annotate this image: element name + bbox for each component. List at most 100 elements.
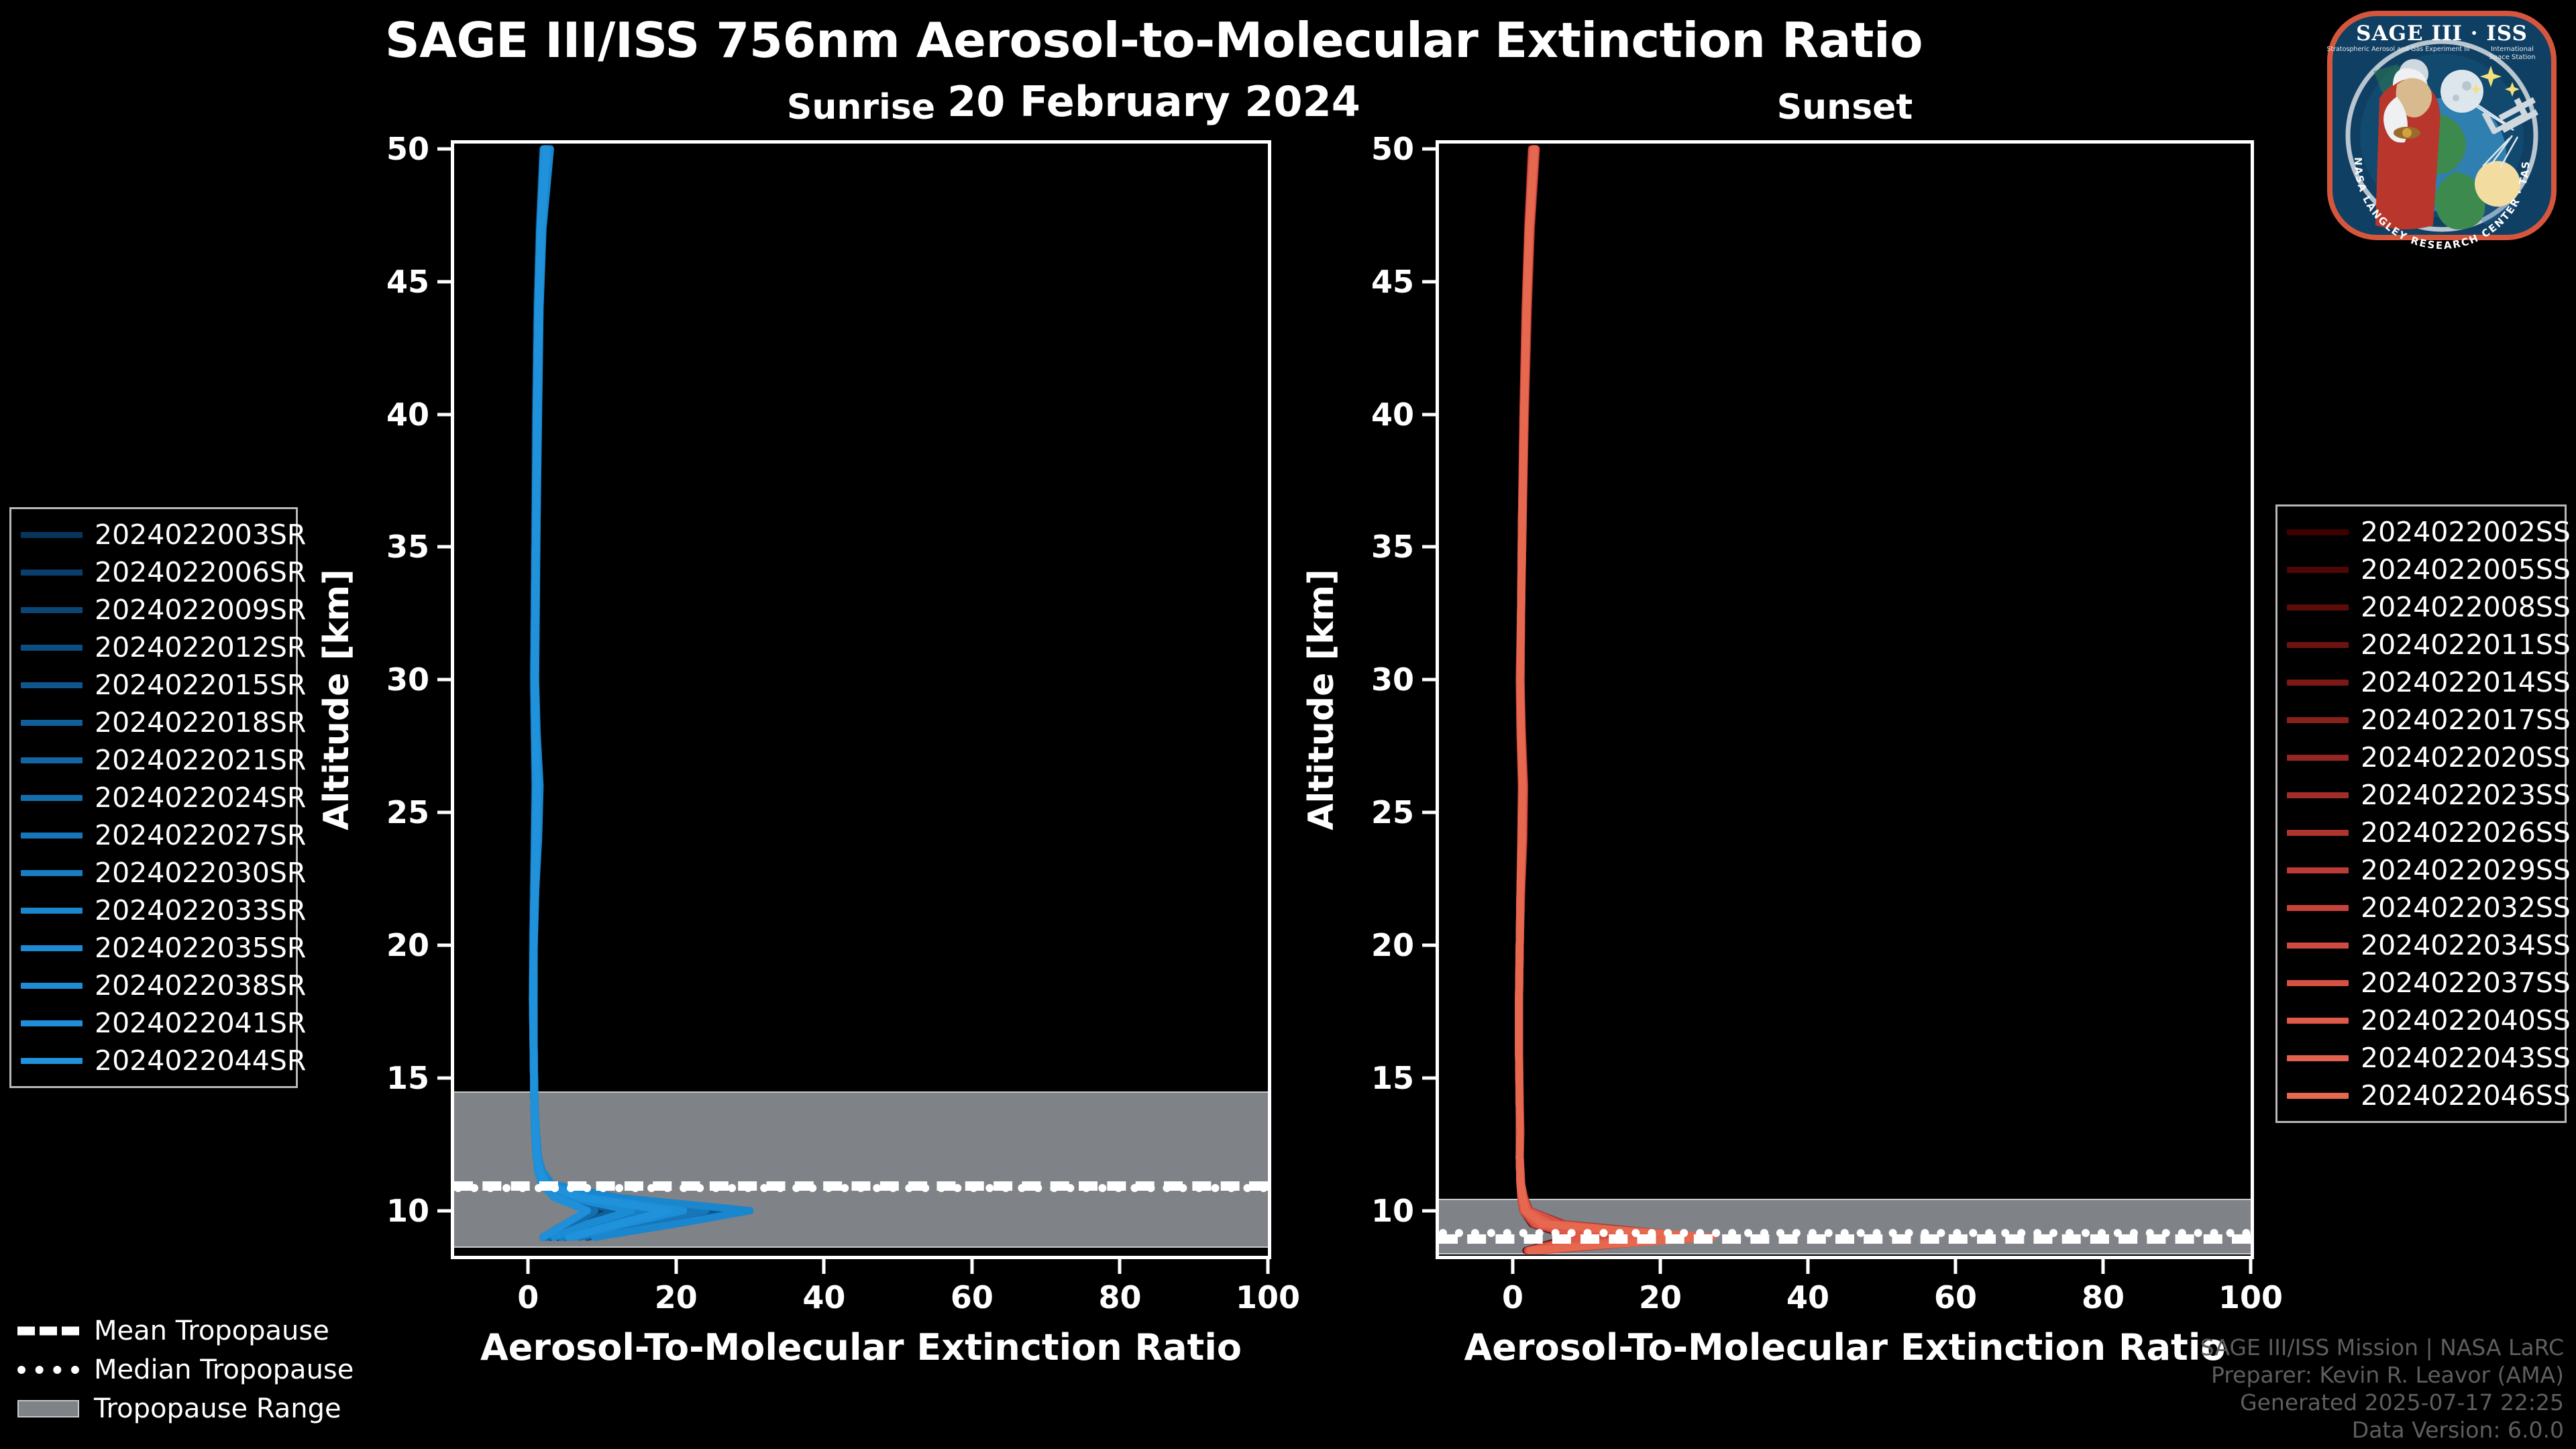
legend-item-2024022046ss[interactable]: 2024022046SS <box>2287 1077 2571 1114</box>
x-tick-label: 0 <box>517 1279 539 1316</box>
legend-label: 2024022044SR <box>95 1044 307 1077</box>
legend-item-2024022006sr[interactable]: 2024022006SR <box>21 553 306 591</box>
legend-color-swatch <box>21 1020 83 1026</box>
x-tick-label: 60 <box>950 1279 994 1316</box>
legend-item-2024022029ss[interactable]: 2024022029SS <box>2287 851 2571 889</box>
profile-curves-sunset <box>1515 145 1716 1254</box>
legend-item-2024022009sr[interactable]: 2024022009SR <box>21 591 306 629</box>
legend-label: 2024022041SR <box>95 1007 307 1039</box>
legend-item-2024022015sr[interactable]: 2024022015SR <box>21 666 306 704</box>
legend-item-2024022014ss[interactable]: 2024022014SS <box>2287 663 2571 701</box>
legend-item-2024022024sr[interactable]: 2024022024SR <box>21 779 306 816</box>
legend-item-2024022032ss[interactable]: 2024022032SS <box>2287 889 2571 926</box>
legend-label: 2024022023SS <box>2361 779 2571 811</box>
x-tick-label: 80 <box>1098 1279 1142 1316</box>
profile-line <box>529 145 673 1241</box>
legend-label-mean: Mean Tropopause <box>94 1316 329 1346</box>
y-tick-label: 30 <box>386 661 429 698</box>
y-tick-mark <box>437 1209 451 1213</box>
profile-line <box>529 145 665 1241</box>
y-tick-mark <box>437 943 451 947</box>
credits-block: SAGE III/ISS Mission | NASA LaRC Prepare… <box>2200 1334 2564 1444</box>
legend-item-2024022040ss[interactable]: 2024022040SS <box>2287 1002 2571 1039</box>
legend-label: 2024022027SR <box>95 819 307 851</box>
legend-item-2024022005ss[interactable]: 2024022005SS <box>2287 551 2571 588</box>
y-tick-label: 40 <box>386 396 429 433</box>
legend-item-2024022011ss[interactable]: 2024022011SS <box>2287 626 2571 663</box>
legend-item-2024022037ss[interactable]: 2024022037SS <box>2287 964 2571 1002</box>
legend-item-2024022027sr[interactable]: 2024022027SR <box>21 816 306 854</box>
legend-item-2024022038sr[interactable]: 2024022038SR <box>21 967 306 1004</box>
median-tropopause-line <box>1439 1229 2251 1238</box>
legend-item-2024022033sr[interactable]: 2024022033SR <box>21 892 306 929</box>
y-axis-title: Altitude [km] <box>1301 569 1342 830</box>
page-title: SAGE III/ISS 756nm Aerosol-to-Molecular … <box>384 12 1923 68</box>
legend-color-swatch <box>2287 1055 2349 1061</box>
profile-line <box>529 145 739 1241</box>
x-tick-mark <box>1511 1259 1515 1274</box>
legend-color-swatch <box>21 794 83 801</box>
panel-title-sunset: Sunset <box>1776 87 1913 127</box>
legend-item-2024022017ss[interactable]: 2024022017SS <box>2287 701 2571 739</box>
profile-line <box>1515 145 1657 1254</box>
profile-line <box>529 145 688 1241</box>
legend-label: 2024022024SR <box>95 782 307 814</box>
x-tick-label: 60 <box>1933 1279 1977 1316</box>
y-tick-mark <box>437 147 451 151</box>
profile-line <box>1515 145 1635 1254</box>
legend-label: 2024022033SR <box>95 894 307 926</box>
legend-item-2024022035sr[interactable]: 2024022035SR <box>21 929 306 967</box>
page-subtitle-date: 20 February 2024 <box>947 77 1360 126</box>
svg-text:Space Station: Space Station <box>2489 54 2535 61</box>
y-tick-label: 40 <box>1371 396 1414 433</box>
y-tick-label: 45 <box>386 263 429 300</box>
legend-color-swatch <box>2287 829 2349 836</box>
profile-line <box>1515 145 1679 1254</box>
y-tick-mark <box>437 545 451 549</box>
profile-line <box>1515 145 1694 1254</box>
legend-item-2024022030sr[interactable]: 2024022030SR <box>21 854 306 892</box>
x-tick-mark <box>970 1259 974 1274</box>
credits-line-generated: Generated 2025-07-17 22:25 <box>2240 1389 2564 1415</box>
legend-item-2024022012sr[interactable]: 2024022012SR <box>21 629 306 666</box>
legend-item-2024022018sr[interactable]: 2024022018SR <box>21 704 306 741</box>
legend-item-2024022002ss[interactable]: 2024022002SS <box>2287 513 2571 551</box>
y-tick-label: 30 <box>1371 661 1414 698</box>
legend-item-tropopause-range: Tropopause Range <box>17 1389 366 1428</box>
legend-color-swatch <box>21 682 83 688</box>
legend-label-range: Tropopause Range <box>94 1393 341 1424</box>
legend-label: 2024022005SS <box>2361 553 2571 586</box>
legend-item-2024022003sr[interactable]: 2024022003SR <box>21 516 306 553</box>
y-tick-mark <box>1422 1076 1436 1080</box>
legend-item-2024022043ss[interactable]: 2024022043SS <box>2287 1039 2571 1077</box>
x-tick-mark <box>2101 1259 2105 1274</box>
legend-item-2024022026ss[interactable]: 2024022026SS <box>2287 814 2571 851</box>
legend-item-2024022044sr[interactable]: 2024022044SR <box>21 1042 306 1079</box>
y-tick-mark <box>437 678 451 682</box>
legend-sunrise-profiles: 2024022003SR 2024022006SR 2024022009SR 2024… <box>9 507 306 1088</box>
x-tick-mark <box>822 1259 826 1274</box>
legend-item-2024022041sr[interactable]: 2024022041SR <box>21 1004 306 1042</box>
profile-curves-sunrise <box>529 145 754 1241</box>
legend-item-2024022034ss[interactable]: 2024022034SS <box>2287 926 2571 964</box>
y-tick-label: 35 <box>1371 529 1414 566</box>
legend-sunset-profiles: 2024022002SS 2024022005SS 2024022008SS 2024… <box>2275 504 2571 1123</box>
median-tropopause-line <box>454 1184 1268 1193</box>
legend-item-2024022021sr[interactable]: 2024022021SR <box>21 741 306 779</box>
legend-item-2024022023ss[interactable]: 2024022023SS <box>2287 776 2571 814</box>
x-tick-label: 20 <box>654 1279 698 1316</box>
profile-line <box>1515 145 1709 1254</box>
x-tick-mark <box>674 1259 678 1274</box>
legend-color-swatch <box>2287 792 2349 798</box>
legend-color-swatch <box>2287 566 2349 573</box>
x-axis-title: Aerosol-To-Molecular Extinction Ratio <box>480 1326 1242 1368</box>
legend-label: 2024022020SS <box>2361 741 2571 773</box>
legend-color-swatch <box>2287 529 2349 535</box>
legend-label: 2024022038SR <box>95 969 307 1002</box>
y-tick-mark <box>437 280 451 284</box>
legend-item-2024022008ss[interactable]: 2024022008SS <box>2287 588 2571 626</box>
y-tick-label: 15 <box>386 1059 429 1096</box>
profile-line <box>529 145 695 1241</box>
legend-item-2024022020ss[interactable]: 2024022020SS <box>2287 739 2571 776</box>
legend-item-mean-tropopause: Mean Tropopause <box>17 1311 366 1350</box>
